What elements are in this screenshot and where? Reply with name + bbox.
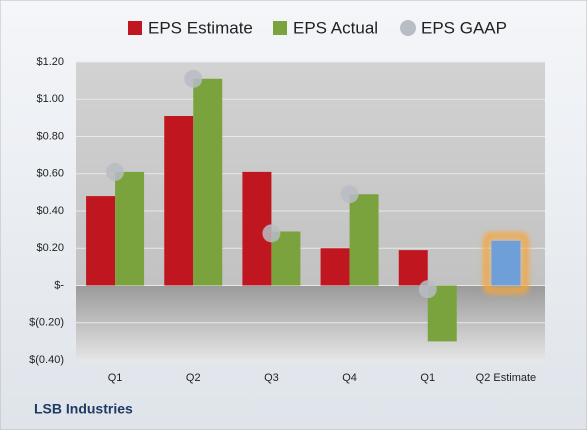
highlight-glow [483,232,529,294]
bar [349,194,379,286]
gaap-marker [262,224,281,243]
footer: LSB Industries [34,401,133,417]
legend-label: EPS Actual [293,18,378,37]
y-tick-label: $(0.20) [29,317,64,329]
bar [115,171,145,286]
x-tick-label: Q1 [420,372,435,384]
y-tick-label: $- [54,279,64,291]
bar [491,240,521,286]
gaap-marker [106,162,125,181]
y-tick-label: $0.60 [36,168,64,180]
legend-marker [128,21,142,35]
y-tick-label: $1.00 [36,93,64,105]
x-tick-label: Q2 Estimate [476,372,537,384]
x-tick-label: Q2 [186,372,201,384]
y-tick-label: $0.20 [36,242,64,254]
y-tick-label: $0.80 [36,130,64,142]
bar [193,78,223,286]
bar [86,196,116,286]
x-tick-label: Q1 [108,372,123,384]
legend-marker [273,21,287,35]
gaap-marker [418,280,437,299]
legend-label: EPS GAAP [421,18,507,37]
bar [164,116,194,286]
legend-marker [400,20,416,36]
bar [320,248,350,286]
y-tick-label: $0.40 [36,205,64,217]
bar [398,250,428,286]
gaap-marker [184,69,203,88]
x-tick-label: Q3 [264,372,279,384]
y-tick-label: $(0.40) [29,354,64,366]
gaap-marker [340,185,359,204]
x-tick-label: Q4 [342,372,357,384]
legend-label: EPS Estimate [148,18,253,37]
y-tick-label: $1.20 [36,56,64,68]
